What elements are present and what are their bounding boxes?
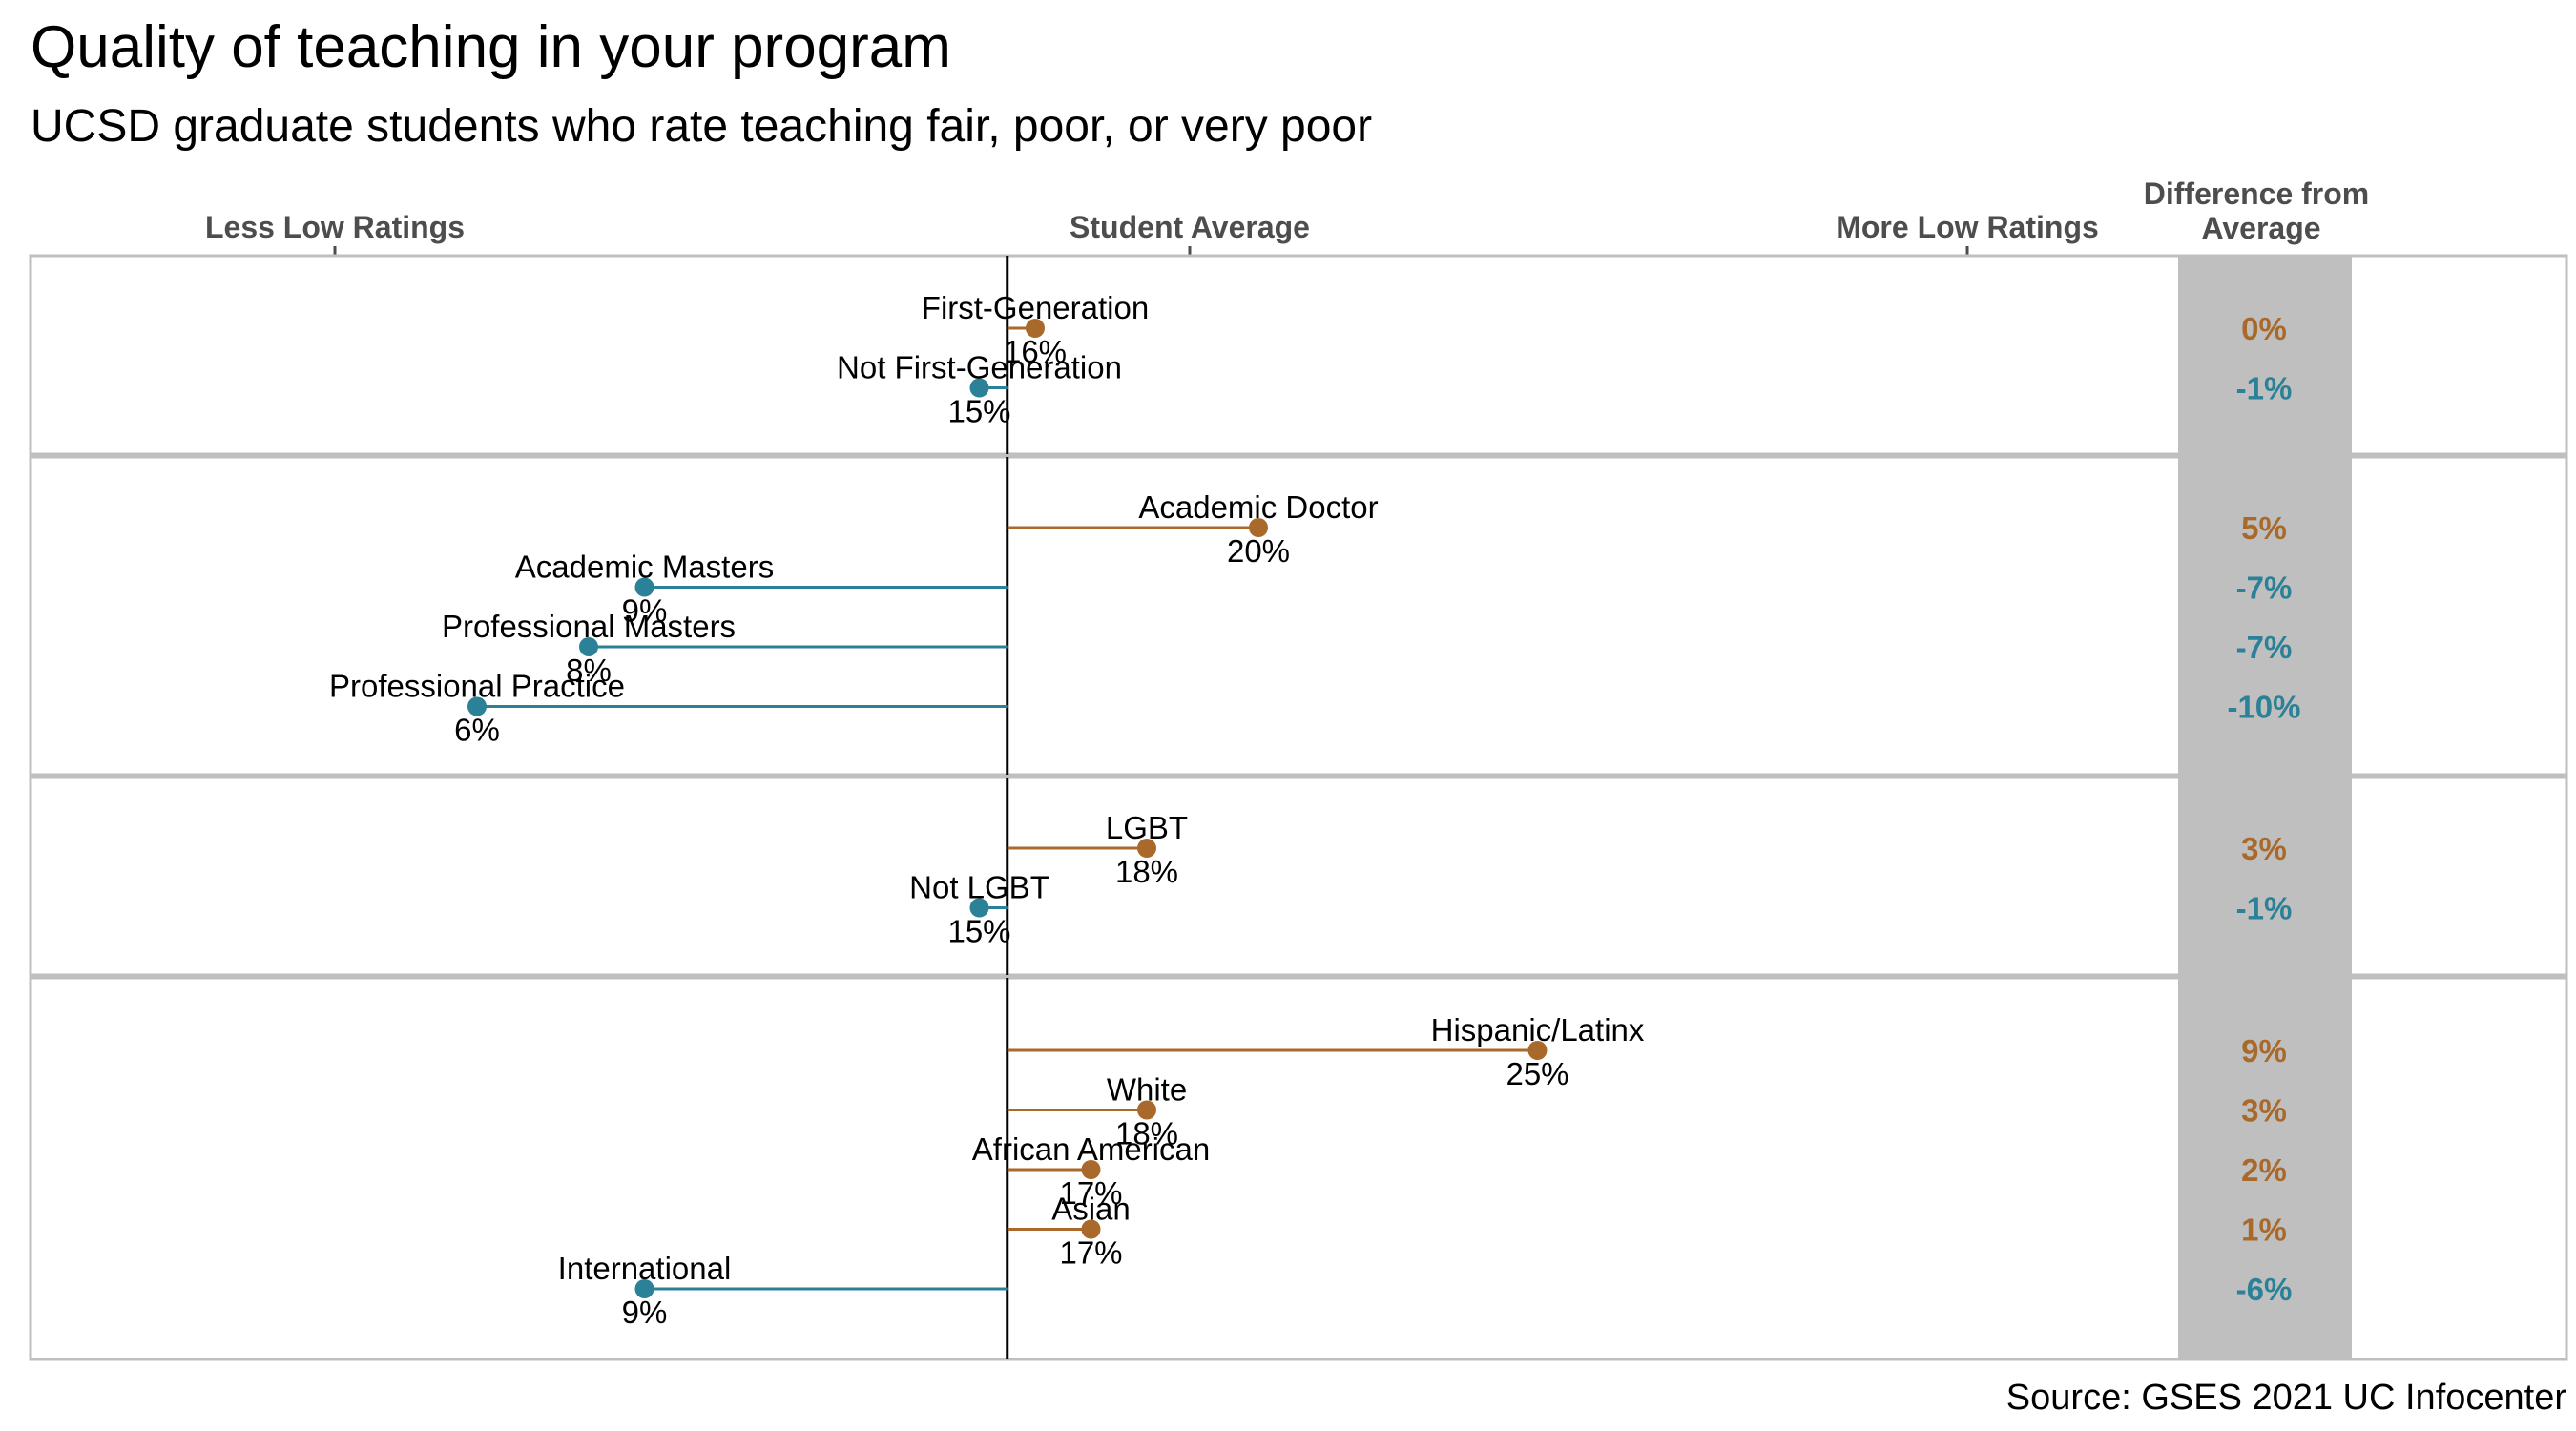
data-point <box>579 637 598 656</box>
category-label: Asian <box>1051 1192 1131 1227</box>
data-point <box>1081 1219 1101 1239</box>
difference-label: 0% <box>2241 311 2287 346</box>
group-frame <box>29 976 2568 1361</box>
difference-label: 1% <box>2241 1213 2287 1248</box>
category-label: African American <box>972 1131 1210 1167</box>
diff-header-line2: Average <box>2201 211 2320 245</box>
value-label: 18% <box>1115 854 1178 889</box>
difference-label: -6% <box>2236 1272 2293 1307</box>
chart-subtitle: UCSD graduate students who rate teaching… <box>31 101 1372 152</box>
difference-label: 9% <box>2241 1033 2287 1068</box>
value-label: 17% <box>1059 1175 1122 1211</box>
data-point <box>467 696 487 716</box>
value-label: 16% <box>1004 334 1067 369</box>
value-label: 15% <box>947 914 1010 949</box>
group-frame <box>29 254 2568 456</box>
value-label: 9% <box>622 1295 668 1330</box>
axis-label-left: Less Low Ratings <box>205 210 465 244</box>
category-label: Professional Practice <box>329 669 625 704</box>
value-label: 15% <box>947 394 1010 429</box>
category-label: Academic Doctor <box>1138 489 1378 525</box>
chart-title: Quality of teaching in your program <box>31 14 951 80</box>
difference-label: -7% <box>2236 570 2293 606</box>
axis-label-center: Student Average <box>1070 210 1310 244</box>
value-label: 18% <box>1115 1116 1178 1151</box>
category-label: White <box>1107 1072 1187 1108</box>
category-label: Academic Masters <box>515 550 774 585</box>
value-label: 17% <box>1059 1235 1122 1271</box>
category-label: Not First-Generation <box>837 350 1122 385</box>
difference-panel <box>2178 256 2352 1359</box>
axis-label-right: More Low Ratings <box>1836 210 2099 244</box>
data-point <box>1026 319 1045 338</box>
data-point <box>1527 1041 1548 1060</box>
value-label: 8% <box>566 653 612 688</box>
value-label: 9% <box>622 593 668 629</box>
difference-label: 2% <box>2241 1152 2287 1188</box>
difference-label: -1% <box>2236 891 2293 926</box>
data-point <box>969 378 989 398</box>
value-label: 25% <box>1506 1056 1568 1091</box>
group-frame <box>29 455 2568 777</box>
category-label: LGBT <box>1106 810 1188 845</box>
category-label: Professional Masters <box>442 609 736 644</box>
category-label: First-Generation <box>922 290 1149 325</box>
difference-label: 5% <box>2241 510 2287 546</box>
chart-source: Source: GSES 2021 UC Infocenter <box>2006 1378 2567 1418</box>
category-label: International <box>558 1251 732 1286</box>
data-point <box>1137 1100 1156 1120</box>
data-point <box>1137 839 1156 858</box>
difference-label: -10% <box>2227 690 2300 725</box>
data-point <box>634 1279 654 1298</box>
value-label: 20% <box>1227 533 1290 569</box>
diff-header-line1: Difference from <box>2144 176 2370 211</box>
plot-area: First-Generation 16% 0% Not First-Generatio… <box>29 254 2568 1361</box>
difference-label: -1% <box>2236 371 2293 406</box>
difference-label: 3% <box>2241 831 2287 866</box>
category-label: Hispanic/Latinx <box>1431 1012 1645 1047</box>
data-point <box>1081 1160 1101 1179</box>
category-label: Not LGBT <box>909 870 1049 905</box>
data-point <box>969 898 989 918</box>
group-frame <box>29 776 2568 977</box>
data-point <box>1249 518 1268 537</box>
value-label: 6% <box>454 713 500 748</box>
difference-label: -7% <box>2236 630 2293 665</box>
data-point <box>634 577 654 597</box>
difference-label: 3% <box>2241 1093 2287 1129</box>
